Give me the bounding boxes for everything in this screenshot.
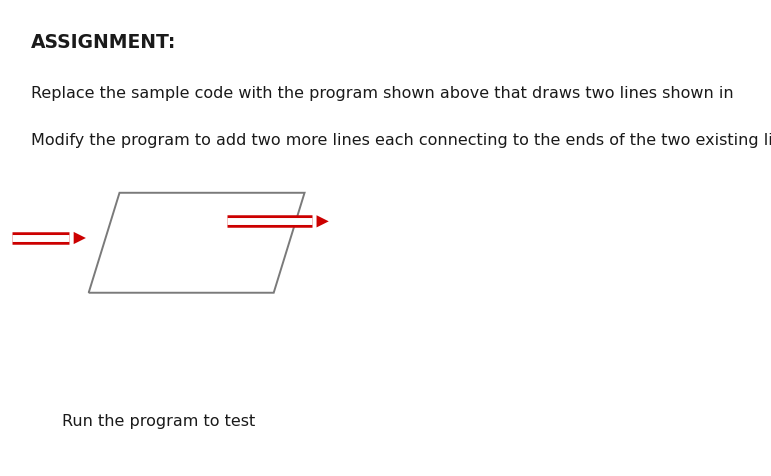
Text: Replace the sample code with the program shown above that draws two lines shown : Replace the sample code with the program… [31,86,739,101]
Text: Run the program to test: Run the program to test [62,414,255,429]
Text: ASSIGNMENT:: ASSIGNMENT: [31,33,177,52]
Text: Modify the program to add two more lines each connecting to the ends of the two : Modify the program to add two more lines… [31,133,771,149]
